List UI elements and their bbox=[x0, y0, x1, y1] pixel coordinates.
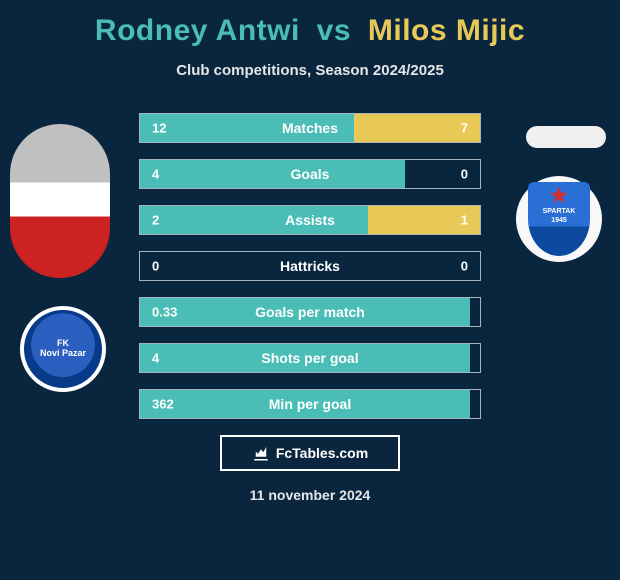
stat-row: 362Min per goal bbox=[139, 389, 481, 419]
stat-row: 127Matches bbox=[139, 113, 481, 143]
stat-label: Assists bbox=[140, 212, 480, 228]
brand-text: FcTables.com bbox=[276, 445, 368, 461]
stat-row: 00Hattricks bbox=[139, 251, 481, 281]
stat-row: 40Goals bbox=[139, 159, 481, 189]
player2-name: Milos Mijic bbox=[368, 14, 525, 47]
stat-row: 0.33Goals per match bbox=[139, 297, 481, 327]
stats-container: 127Matches 40Goals 21Assists 00Hattricks 0.3… bbox=[30, 113, 590, 419]
stat-label: Matches bbox=[140, 120, 480, 136]
stat-label: Goals bbox=[140, 166, 480, 182]
comparison-title: Rodney Antwi vs Milos Mijic bbox=[0, 0, 620, 48]
vs-label: vs bbox=[317, 14, 351, 47]
stat-label: Hattricks bbox=[140, 258, 480, 274]
stat-label: Min per goal bbox=[140, 396, 480, 412]
stat-rows: 127Matches 40Goals 21Assists 00Hattricks 0.3… bbox=[139, 113, 481, 419]
stat-row: 4Shots per goal bbox=[139, 343, 481, 373]
date-text: 11 november 2024 bbox=[0, 487, 620, 503]
chart-icon bbox=[252, 444, 270, 462]
brand-box: FcTables.com bbox=[220, 435, 400, 471]
stat-label: Shots per goal bbox=[140, 350, 480, 366]
stat-label: Goals per match bbox=[140, 304, 480, 320]
stat-row: 21Assists bbox=[139, 205, 481, 235]
subtitle: Club competitions, Season 2024/2025 bbox=[0, 62, 620, 79]
player1-name: Rodney Antwi bbox=[95, 14, 300, 47]
